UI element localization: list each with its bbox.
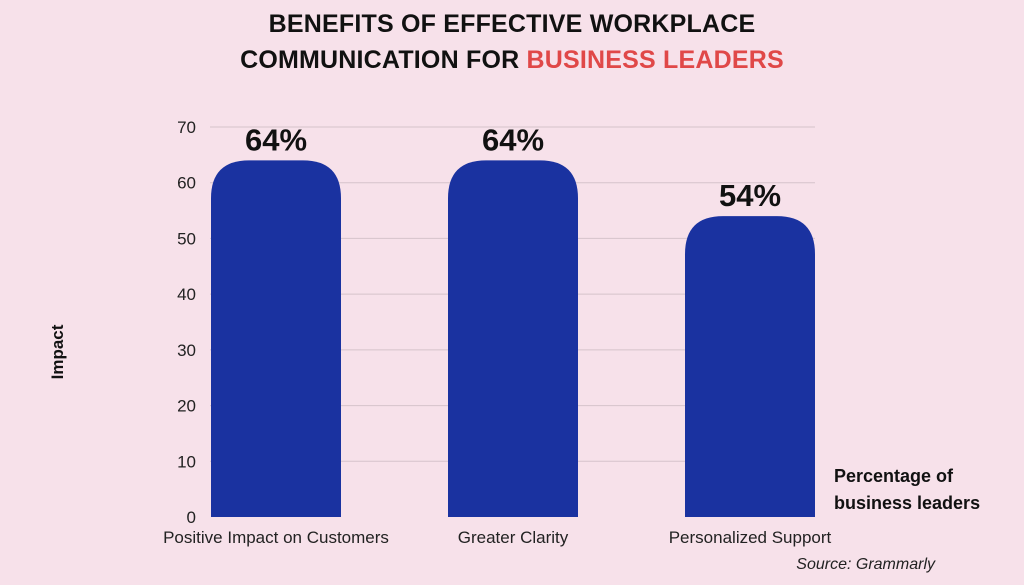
y-tick-label: 0 [187, 508, 196, 527]
y-tick-label: 10 [177, 452, 196, 471]
x-tick-label: Greater Clarity [458, 528, 569, 547]
legend-note-line2: business leaders [834, 493, 981, 513]
chart-title-line2-prefix: COMMUNICATION FOR [240, 46, 527, 74]
y-tick-label: 60 [177, 174, 196, 193]
y-tick-label: 40 [177, 285, 196, 304]
y-tick-label: 30 [177, 341, 196, 360]
bar [211, 160, 341, 517]
chart-title-line2: COMMUNICATION FOR BUSINESS LEADERS [0, 42, 1024, 78]
bar [448, 160, 578, 517]
chart-title-line1: BENEFITS OF EFFECTIVE WORKPLACE [268, 10, 756, 38]
chart-title-highlight: BUSINESS LEADERS [526, 46, 784, 74]
y-tick-label: 70 [177, 118, 196, 137]
y-tick-label: 20 [177, 397, 196, 416]
y-tick-label: 50 [177, 229, 196, 248]
source-credit: Source: Grammarly [796, 556, 935, 573]
bar [685, 216, 815, 517]
y-axis-label: Impact [48, 324, 67, 380]
legend-note: Percentage of business leaders [834, 463, 1014, 517]
chart-title: BENEFITS OF EFFECTIVE WORKPLACE COMMUNIC… [0, 6, 1024, 78]
legend-note-line1: Percentage of [834, 466, 954, 486]
bar-value-label: 64% [245, 122, 307, 157]
bar-value-label: 54% [719, 178, 781, 213]
x-tick-label: Personalized Support [669, 528, 832, 547]
x-tick-label: Positive Impact on Customers [163, 528, 389, 547]
bar-value-label: 64% [482, 122, 544, 157]
